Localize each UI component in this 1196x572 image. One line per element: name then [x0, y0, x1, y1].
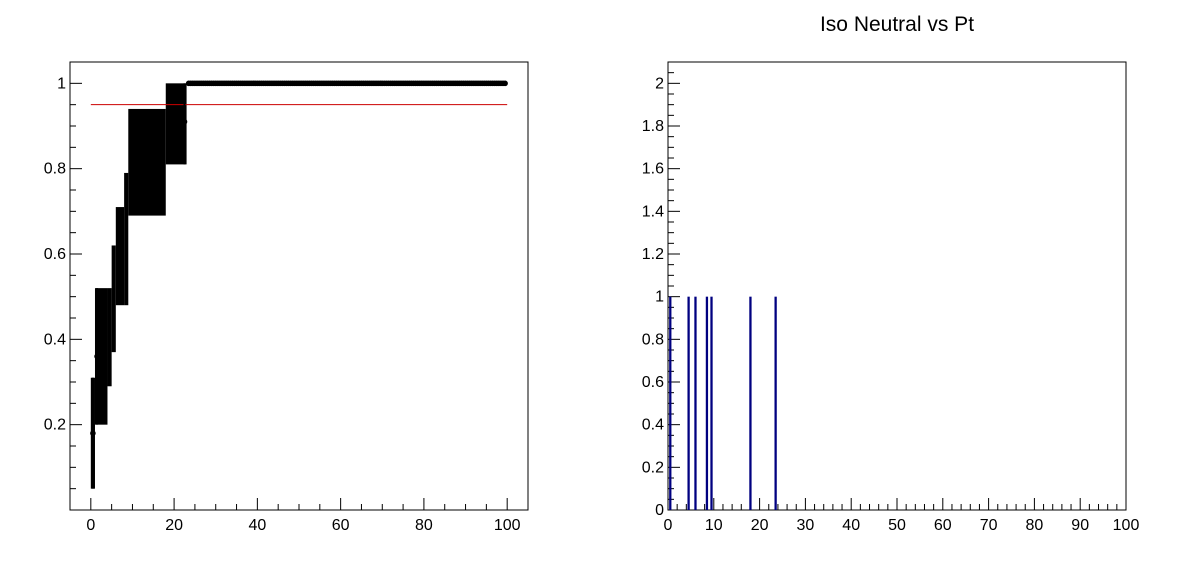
- error-band: [165, 83, 187, 165]
- iso-neutral-vs-pt-chart: Iso Neutral vs Pt 0 0.2 0.4 0.6 0.8 1 1.2 1.4 1.…: [642, 13, 1140, 534]
- histogram-bar: [774, 296, 777, 510]
- y-tick-label: 0.4: [44, 331, 66, 348]
- x-tick-label: 40: [842, 517, 860, 534]
- x-tick-label: 70: [980, 517, 998, 534]
- x-tick-label: 0: [664, 517, 673, 534]
- y-tick-label: 1: [655, 289, 664, 306]
- error-band: [94, 288, 108, 425]
- y-tick-label: 1: [57, 75, 66, 92]
- error-band: [124, 172, 129, 306]
- histogram-bar: [705, 296, 709, 510]
- y-tick-label: 1.4: [642, 203, 664, 220]
- histogram-bar: [669, 296, 672, 510]
- y-tick-label: 0.6: [642, 374, 664, 391]
- histogram-bar: [710, 296, 713, 510]
- x-tick-label: 50: [888, 517, 906, 534]
- plot-frame: [667, 61, 1127, 511]
- y-tick-label: 0.4: [642, 417, 664, 434]
- y-tick-label: 2: [655, 75, 664, 92]
- x-tick-label: 30: [797, 517, 815, 534]
- x-tick-label: 80: [415, 517, 433, 534]
- x-tick-label: 40: [248, 517, 266, 534]
- x-tick-label: 10: [705, 517, 723, 534]
- y-tick-label: 0.2: [44, 417, 66, 434]
- x-tick-label: 100: [494, 517, 521, 534]
- y-tick-label: 0: [655, 502, 664, 519]
- data-point: [94, 353, 100, 360]
- histogram-bar: [694, 296, 697, 510]
- x-tick-label: 0: [86, 517, 95, 534]
- histogram-bar: [749, 296, 752, 510]
- y-tick-label: 0.8: [642, 331, 664, 348]
- x-tick-label: 60: [934, 517, 952, 534]
- x-tick-label: 20: [751, 517, 769, 534]
- y-tick-label: 0.2: [642, 459, 664, 476]
- x-tick-label: 60: [332, 517, 350, 534]
- y-tick-label: 1.2: [642, 246, 664, 263]
- y-tick-label: 0.8: [44, 161, 66, 178]
- x-tick-label: 100: [1113, 517, 1140, 534]
- error-band: [128, 108, 166, 216]
- chart-title: Iso Neutral vs Pt: [820, 13, 974, 36]
- x-tick-label: 90: [1071, 517, 1089, 534]
- histogram-bar: [687, 296, 690, 510]
- data-point: [502, 80, 508, 87]
- data-point: [90, 430, 96, 437]
- efficiency-chart: 0.2 0.4 0.6 0.8 1 0 20 40 60 80 100: [44, 61, 529, 534]
- error-band: [115, 207, 125, 306]
- error-band: [107, 288, 112, 387]
- y-tick-label: 0.6: [44, 246, 66, 263]
- data-point: [181, 118, 188, 125]
- y-tick-label: 1.8: [642, 118, 664, 135]
- x-tick-label: 80: [1026, 517, 1044, 534]
- y-tick-label: 1.6: [642, 161, 664, 178]
- x-tick-label: 20: [165, 517, 183, 534]
- error-band: [111, 245, 116, 353]
